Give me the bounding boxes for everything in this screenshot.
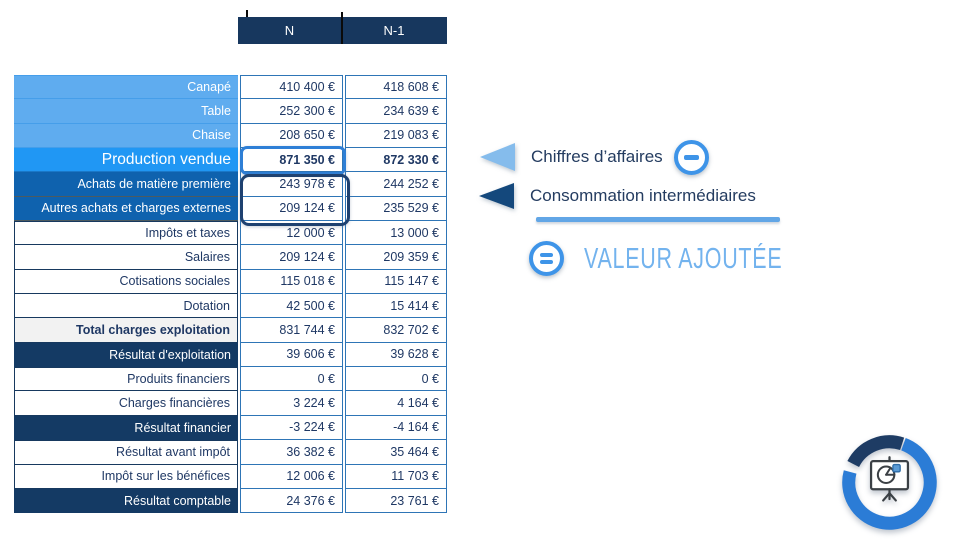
valeur-ajoutee-label: VALEUR AJOUTÉE <box>584 243 783 275</box>
minus-circle-icon <box>674 140 709 175</box>
value-n1: 39 628 € <box>345 342 447 368</box>
value-n: 209 124 € <box>240 196 343 222</box>
row-label: Impôts et taxes <box>14 221 238 246</box>
value-n: 3 224 € <box>240 391 343 416</box>
logo-icon <box>842 435 937 530</box>
value-n: 36 382 € <box>240 440 343 465</box>
value-n1: 13 000 € <box>345 221 447 246</box>
header-tick <box>246 10 248 18</box>
value-n: 252 300 € <box>240 99 343 124</box>
equals-bar-bottom <box>540 260 553 264</box>
value-n1: 235 529 € <box>345 196 447 222</box>
value-n1: 4 164 € <box>345 391 447 416</box>
value-n1: 35 464 € <box>345 440 447 465</box>
value-n1: 219 083 € <box>345 123 447 149</box>
highlight-consommation <box>240 174 350 226</box>
value-n1: 23 761 € <box>345 488 447 514</box>
consommation-arrow-icon <box>479 183 514 209</box>
row-label: Dotation <box>14 294 238 319</box>
value-n: 12 006 € <box>240 464 343 489</box>
row-label: Produits financiers <box>14 367 238 392</box>
value-n: 24 376 € <box>240 488 343 514</box>
row-label: Résultat financier <box>14 415 238 441</box>
row-label: Résultat comptable <box>14 488 238 514</box>
value-n1: 418 608 € <box>345 75 447 100</box>
row-label: Table <box>14 99 238 124</box>
row-label: Achats de matière première <box>14 172 238 197</box>
value-n: 0 € <box>240 367 343 392</box>
row-label: Autres achats et charges externes <box>14 196 238 222</box>
highlight-production-vendue <box>240 146 346 175</box>
row-label: Production vendue <box>14 148 238 173</box>
value-n: 42 500 € <box>240 294 343 319</box>
header-divider <box>341 12 343 44</box>
chiffres-arrow-icon <box>480 143 515 171</box>
equals-bar-top <box>540 253 553 257</box>
value-n1: -4 164 € <box>345 415 447 441</box>
value-n: 410 400 € <box>240 75 343 100</box>
value-n1: 872 330 € <box>345 148 447 173</box>
underline-divider <box>536 217 780 222</box>
equals-circle-icon <box>529 241 564 276</box>
row-label: Charges financières <box>14 391 238 416</box>
row-label: Résultat d'exploitation <box>14 342 238 368</box>
row-label: Chaise <box>14 123 238 149</box>
row-label: Total charges exploitation <box>14 318 238 343</box>
period-header-n1: N-1 <box>383 23 405 38</box>
value-n1: 209 359 € <box>345 245 447 270</box>
consommation-label: Consommation intermédiaires <box>530 186 756 205</box>
row-label: Cotisations sociales <box>14 269 238 295</box>
row-label: Impôt sur les bénéfices <box>14 464 238 489</box>
value-n1: 0 € <box>345 367 447 392</box>
value-n1: 234 639 € <box>345 99 447 124</box>
value-n1: 11 703 € <box>345 464 447 489</box>
row-label: Salaires <box>14 245 238 270</box>
value-n: 39 606 € <box>240 342 343 368</box>
value-n: 209 124 € <box>240 245 343 270</box>
row-label: Canapé <box>14 75 238 100</box>
period-header-n: N <box>284 23 295 38</box>
value-n: 831 744 € <box>240 318 343 343</box>
financial-table: Canapé 410 400 €418 608 € Table 252 300 €23… <box>14 75 447 514</box>
value-n1: 832 702 € <box>345 318 447 343</box>
value-n1: 115 147 € <box>345 269 447 295</box>
row-label: Résultat avant impôt <box>14 440 238 465</box>
value-n1: 244 252 € <box>345 172 447 197</box>
chiffres-affaires-label: Chiffres d’affaires <box>531 147 663 166</box>
value-n: 871 350 € <box>240 148 343 173</box>
minus-bar <box>684 155 699 160</box>
value-n: 208 650 € <box>240 123 343 149</box>
value-n1: 15 414 € <box>345 294 447 319</box>
value-n: -3 224 € <box>240 415 343 441</box>
value-n: 115 018 € <box>240 269 343 295</box>
